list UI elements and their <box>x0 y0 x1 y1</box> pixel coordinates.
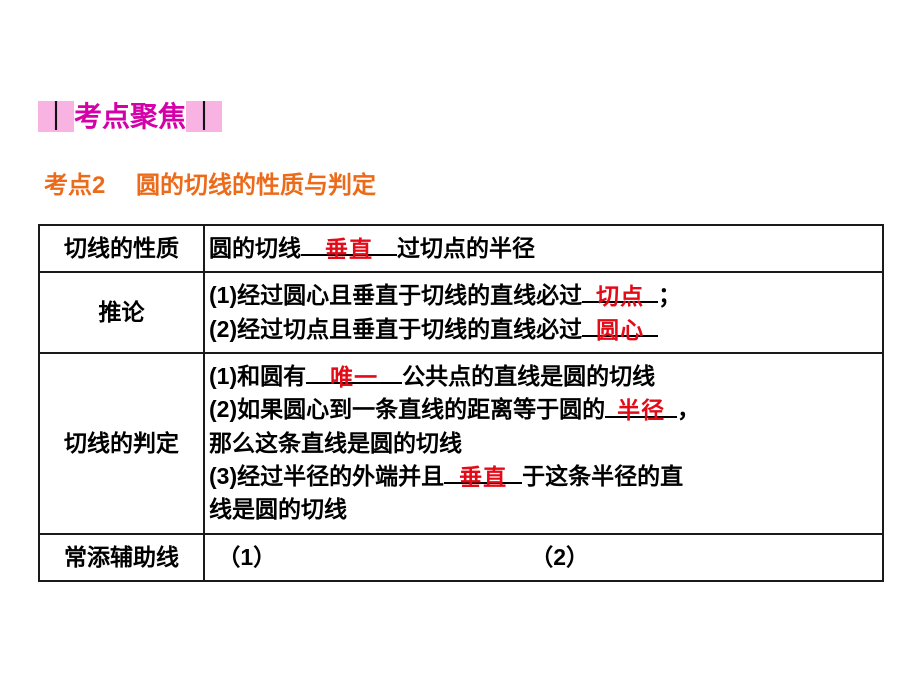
answer-text: 半径 <box>617 394 665 427</box>
table-row: 切线的性质 圆的切线垂直过切点的半径 <box>39 225 883 272</box>
text-fragment: 线是圆的切线 <box>209 493 876 526</box>
row-label: 切线的判定 <box>39 353 204 534</box>
answer-text: 唯一 <box>330 361 378 394</box>
section-title-text: 考点聚焦 <box>74 101 186 132</box>
text-fragment: (3)经过半径的外端并且 <box>209 463 444 489</box>
subsection-title: 考点2 圆的切线的性质与判定 <box>44 165 882 200</box>
row-label: 切线的性质 <box>39 225 204 272</box>
answer-text: 圆心 <box>596 314 644 347</box>
answer-text: 垂直 <box>325 233 373 266</box>
text-fragment: (2)经过切点且垂直于切线的直线必过 <box>209 316 582 342</box>
row-content: 圆的切线垂直过切点的半径 <box>204 225 883 272</box>
row-content: (1)经过圆心且垂直于切线的直线必过切点； (2)经过切点且垂直于切线的直线必过… <box>204 272 883 353</box>
text-fragment: (1)经过圆心且垂直于切线的直线必过 <box>209 282 582 308</box>
row-content: (1)和圆有唯一公共点的直线是圆的切线 (2)如果圆心到一条直线的距离等于圆的半… <box>204 353 883 534</box>
content-table: 切线的性质 圆的切线垂直过切点的半径 推论 (1)经过圆心且垂直于切线的直线必过… <box>38 224 884 582</box>
text-fragment: 公共点的直线是圆的切线 <box>402 363 655 389</box>
fill-blank: 垂直 <box>301 232 397 256</box>
fill-blank: 半径 <box>605 393 677 417</box>
answer-text: 垂直 <box>459 461 507 494</box>
table-row: 常添辅助线 （1） （2） <box>39 534 883 581</box>
fill-blank: 圆心 <box>582 313 658 337</box>
table-row: 推论 (1)经过圆心且垂直于切线的直线必过切点； (2)经过切点且垂直于切线的直… <box>39 272 883 353</box>
text-fragment: ； <box>658 282 681 308</box>
text-fragment: (1)和圆有 <box>209 363 306 389</box>
fill-blank: 垂直 <box>444 460 522 484</box>
text-fragment: （1） <box>217 544 276 570</box>
text-fragment: 圆的切线 <box>209 235 301 261</box>
fill-blank: 切点 <box>582 279 658 303</box>
row-content: （1） （2） <box>204 534 883 581</box>
fill-blank: 唯一 <box>306 360 402 384</box>
table-row: 切线的判定 (1)和圆有唯一公共点的直线是圆的切线 (2)如果圆心到一条直线的距… <box>39 353 883 534</box>
text-fragment: 于这条半径的直 <box>522 463 683 489</box>
answer-text: 切点 <box>596 280 644 313</box>
section-title: ｜考点聚焦｜ <box>38 95 882 135</box>
row-label: 常添辅助线 <box>39 534 204 581</box>
text-fragment: 过切点的半径 <box>397 235 535 261</box>
text-fragment: (2)如果圆心到一条直线的距离等于圆的 <box>209 396 605 422</box>
text-fragment: 那么这条直线是圆的切线 <box>209 427 876 460</box>
text-fragment: ， <box>677 396 700 422</box>
text-fragment: （2） <box>530 544 589 570</box>
row-label: 推论 <box>39 272 204 353</box>
